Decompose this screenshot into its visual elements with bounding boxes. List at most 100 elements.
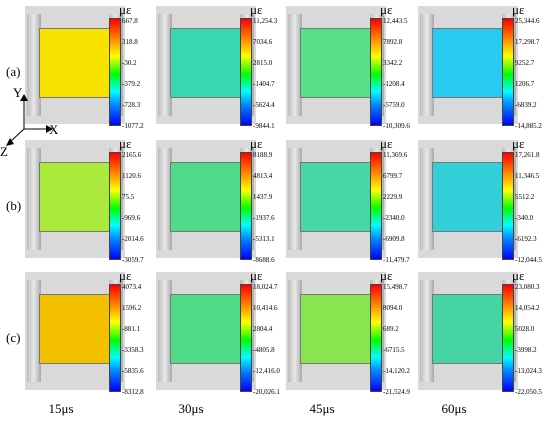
strain-field [39,162,111,232]
row-label: (a) [6,64,21,79]
colorbar-tick-label: 4073.4 [122,283,142,291]
colorbar-tick-label: 7034.6 [253,38,273,46]
colorbar [502,284,514,392]
strain-panel [418,6,518,124]
colorbar-tick-label: -5624.4 [253,101,275,109]
colorbar-tick-label: 25,344.6 [515,17,540,25]
strain-panel [418,272,518,390]
colorbar [370,152,382,260]
colorbar-tick-label: -969.6 [122,214,141,222]
left-bar [420,280,434,382]
axis-arrows-icon [6,94,53,146]
colorbar-tick-label: 1206.7 [515,80,535,88]
colorbar-tick-label: -6715.5 [383,346,405,354]
left-bar [158,280,172,382]
axis-label-y: Y [13,85,23,100]
colorbar-tick-label: 2229.9 [383,193,403,201]
left-bar [158,14,172,116]
colorbar-tick-label: -379.2 [122,80,141,88]
colorbar-tick-label: 15,498.7 [383,283,408,291]
colorbar [240,284,252,392]
time-label: 45μs [309,401,335,416]
colorbar-tick-label: 9252.7 [515,59,535,67]
colorbar-tick-label: -6192.3 [515,235,537,243]
left-bar [420,148,434,250]
strain-field [432,28,504,98]
colorbar-tick-label: 1120.6 [122,172,141,180]
colorbar-tick-label: -20,026.1 [253,388,280,396]
colorbar-tick-label: -6839.2 [515,101,537,109]
strain-field [300,294,372,364]
unit-label: με [119,268,132,283]
strain-panel [25,140,125,258]
colorbar [109,18,121,126]
colorbar-tick-label: 1596.2 [122,304,142,312]
colorbar-tick-label: -30.2 [122,59,137,67]
colorbar-tick-label: 689.2 [383,325,399,333]
colorbar-tick-label: 11,346.5 [515,172,540,180]
colorbar-tick-label: -8312.8 [122,388,144,396]
colorbar-tick-label: 2815.0 [253,59,273,67]
colorbar-tick-label: 318.8 [122,38,138,46]
colorbar-tick-label: -6909.8 [383,235,405,243]
colorbar-tick-label: -21,524.9 [383,388,410,396]
colorbar-tick-label: -1937.6 [253,214,275,222]
colorbar-tick-label: -10,309.6 [383,122,410,130]
colorbar-tick-label: 4813.4 [253,172,273,180]
colorbar-tick-label: 1437.9 [253,193,273,201]
strain-field [432,294,504,364]
colorbar-tick-label: -2340.0 [383,214,405,222]
strain-field [39,28,111,98]
strain-panel [156,272,256,390]
row-label: (c) [6,330,21,345]
colorbar-tick-label: -14,885.2 [515,122,542,130]
time-label: 60μs [441,401,467,416]
colorbar [370,284,382,392]
colorbar-tick-label: -1404.7 [253,80,275,88]
colorbar-tick-label: -881.1 [122,325,141,333]
unit-label: με [119,2,132,17]
time-label: 15μs [48,401,74,416]
colorbar-tick-label: 75.5 [122,193,135,201]
colorbar-tick-label: 2804.4 [253,325,273,333]
colorbar-tick-label: -340.0 [515,214,534,222]
colorbar-tick-label: -5835.6 [122,367,144,375]
colorbar [240,152,252,260]
colorbar-tick-label: 7892.8 [383,38,403,46]
colorbar [502,18,514,126]
colorbar [240,18,252,126]
axis-triad: Y X Z [0,84,70,159]
left-bar [288,14,302,116]
unit-label: με [512,136,525,151]
strain-panel [286,140,386,258]
left-bar [27,14,41,116]
colorbar-tick-label: 5028.0 [515,325,535,333]
colorbar-tick-label: 11,254.3 [253,17,278,25]
colorbar-tick-label: 10,414.6 [253,304,278,312]
left-bar [288,148,302,250]
time-label: 30μs [178,401,204,416]
unit-label: με [250,2,263,17]
colorbar-tick-label: -3059.7 [122,256,144,264]
left-bar [420,14,434,116]
colorbar-tick-label: -14,120.2 [383,367,410,375]
unit-label: με [250,136,263,151]
left-bar [27,280,41,382]
colorbar [370,18,382,126]
colorbar-tick-label: 14,054.2 [515,304,540,312]
colorbar-tick-label: 18,024.7 [253,283,278,291]
colorbar-tick-label: -22,050.5 [515,388,542,396]
colorbar-tick-label: 23,080.3 [515,283,540,291]
strain-field [300,28,372,98]
colorbar-tick-label: -9844.1 [253,122,275,130]
colorbar-tick-label: -3358.3 [122,346,144,354]
colorbar-tick-label: 3342.2 [383,59,403,67]
strain-panel [286,272,386,390]
unit-label: με [512,268,525,283]
colorbar-tick-label: -5759.0 [383,101,405,109]
strain-field [432,162,504,232]
colorbar-tick-label: -13,024.3 [515,367,542,375]
colorbar-tick-label: -12,044.5 [515,256,542,264]
colorbar-tick-label: -11,479.7 [383,256,410,264]
strain-panel [418,140,518,258]
